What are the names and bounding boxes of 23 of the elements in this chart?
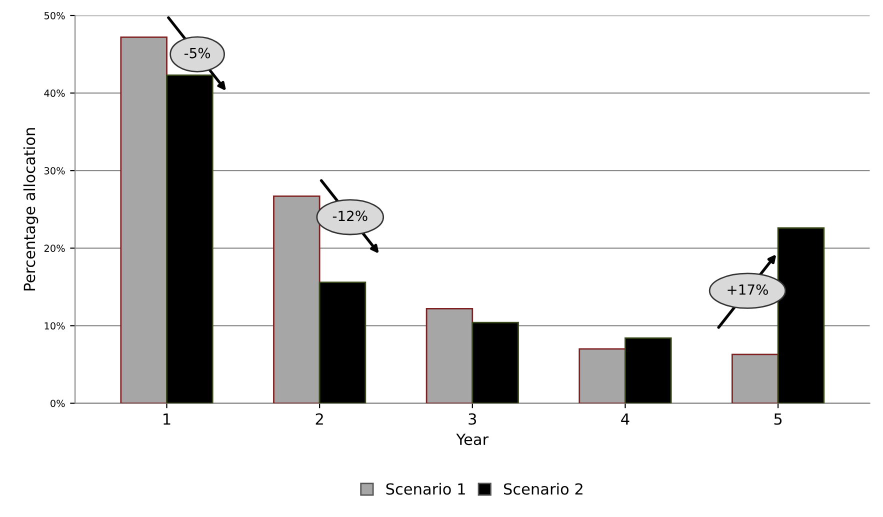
- annotation: -5%: [184, 48, 210, 58]
- y-tick-label: 0%: [50, 400, 65, 408]
- y-axis-title: Percentage allocation: [23, 128, 38, 290]
- x-tick-label: 2: [316, 413, 323, 425]
- x-tick-label: 5: [774, 413, 782, 425]
- x-tick-label: 3: [468, 413, 476, 425]
- x-tick-label: 1: [164, 413, 170, 425]
- bar: [578, 348, 626, 404]
- bar: [120, 36, 168, 404]
- x-tick-label: 4: [621, 413, 630, 425]
- y-tick-label: 20%: [44, 244, 65, 252]
- annotation: +17%: [728, 284, 768, 295]
- legend-label: Scenario 2: [504, 482, 582, 495]
- bar: [426, 308, 474, 404]
- legend-label: Scenario 1: [386, 482, 465, 495]
- bar: [273, 196, 320, 404]
- y-tick-label: 50%: [44, 12, 65, 20]
- y-tick-label: 30%: [44, 167, 65, 174]
- annotation: -12%: [332, 210, 368, 222]
- y-tick-label: 40%: [44, 90, 65, 97]
- bar: [732, 354, 779, 404]
- x-axis-title: Year: [456, 434, 489, 446]
- y-tick-label: 10%: [44, 322, 65, 330]
